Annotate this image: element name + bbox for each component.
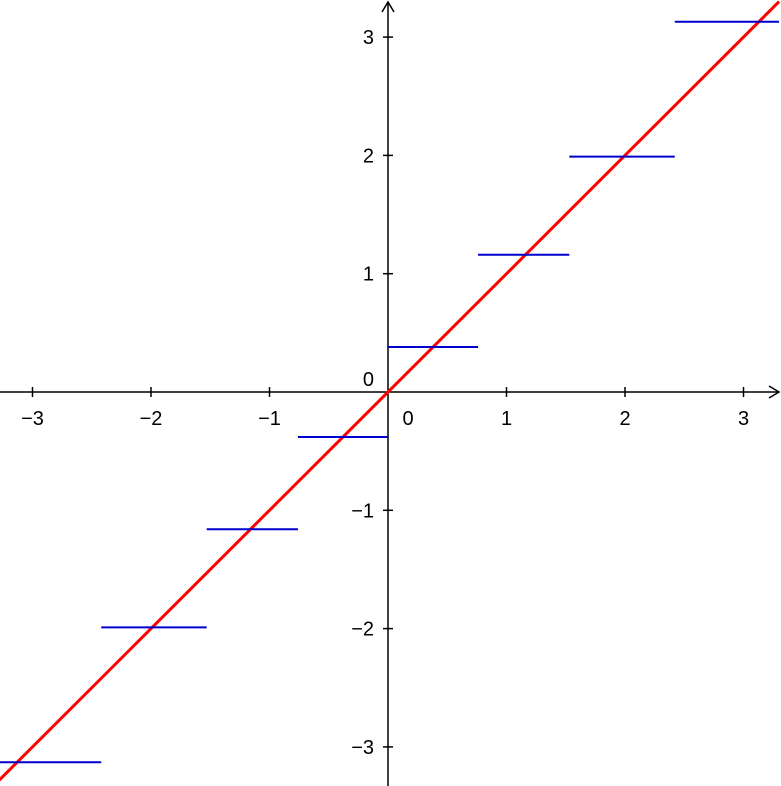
origin-label: 0 [363,369,374,391]
y-axis-arrow [381,0,395,13]
y-tick-label: −3 [351,737,374,759]
x-tick-label: −3 [21,408,44,430]
x-tick-label: 1 [501,408,512,430]
x-tick-label: −2 [140,408,163,430]
y-tick-label: 3 [363,27,374,49]
y-tick-label: −2 [351,619,374,641]
tick-labels: −3 −2 −1 0 1 2 3 −3 −2 −1 1 2 3 0 [21,27,749,759]
y-tick-label: −1 [351,500,374,522]
x-tick-label: −1 [258,408,281,430]
x-tick-label: 3 [738,408,749,430]
x-tick-label: 0 [402,408,413,430]
x-tick-label: 2 [619,408,630,430]
y-tick-label: 1 [363,264,374,286]
x-axis-arrow [768,385,781,399]
y-tick-label: 2 [363,145,374,167]
